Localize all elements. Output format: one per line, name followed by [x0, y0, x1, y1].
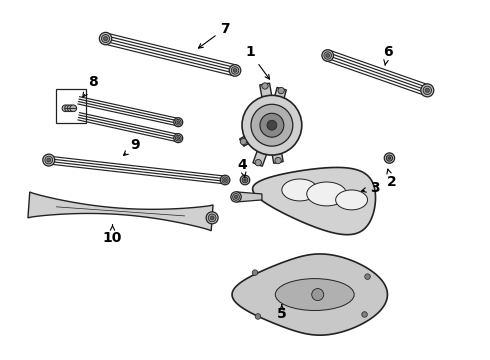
- Circle shape: [240, 139, 246, 145]
- Text: 8: 8: [83, 75, 98, 97]
- Circle shape: [312, 289, 324, 301]
- Text: 4: 4: [237, 158, 247, 177]
- Circle shape: [99, 32, 112, 45]
- Circle shape: [421, 84, 434, 97]
- Circle shape: [223, 179, 226, 181]
- Circle shape: [242, 95, 302, 155]
- Circle shape: [255, 314, 261, 319]
- Circle shape: [206, 212, 218, 224]
- Polygon shape: [267, 87, 286, 126]
- Circle shape: [324, 52, 331, 59]
- Ellipse shape: [307, 182, 346, 206]
- Circle shape: [101, 35, 110, 42]
- Circle shape: [208, 214, 216, 222]
- Ellipse shape: [336, 190, 368, 210]
- Circle shape: [278, 87, 284, 94]
- Polygon shape: [253, 167, 375, 235]
- Text: 5: 5: [277, 305, 287, 321]
- Circle shape: [244, 179, 246, 181]
- Ellipse shape: [275, 279, 354, 310]
- Circle shape: [233, 194, 240, 200]
- Circle shape: [242, 177, 248, 183]
- Polygon shape: [232, 254, 388, 335]
- Circle shape: [231, 192, 241, 202]
- Circle shape: [43, 154, 55, 166]
- Circle shape: [222, 177, 228, 183]
- Circle shape: [45, 156, 52, 164]
- Circle shape: [70, 105, 76, 112]
- Circle shape: [47, 158, 50, 162]
- Polygon shape: [240, 122, 274, 146]
- Polygon shape: [253, 123, 276, 166]
- Circle shape: [103, 37, 107, 41]
- Circle shape: [65, 105, 72, 112]
- Circle shape: [174, 118, 183, 127]
- Circle shape: [326, 54, 330, 57]
- Circle shape: [220, 175, 230, 185]
- Circle shape: [384, 153, 394, 163]
- Circle shape: [362, 312, 368, 317]
- Circle shape: [386, 155, 392, 161]
- Circle shape: [251, 104, 293, 146]
- Text: 10: 10: [103, 225, 122, 245]
- Circle shape: [252, 270, 258, 275]
- Circle shape: [388, 157, 391, 159]
- Circle shape: [365, 274, 370, 279]
- Circle shape: [240, 175, 250, 185]
- Polygon shape: [237, 192, 262, 202]
- Circle shape: [177, 137, 180, 140]
- Text: 2: 2: [387, 169, 396, 189]
- Circle shape: [229, 65, 241, 76]
- Ellipse shape: [282, 179, 318, 201]
- Circle shape: [262, 83, 268, 89]
- Circle shape: [177, 121, 180, 123]
- Text: 6: 6: [383, 45, 392, 65]
- Polygon shape: [28, 192, 213, 231]
- Text: 3: 3: [362, 181, 379, 195]
- Circle shape: [175, 135, 181, 141]
- Circle shape: [260, 113, 284, 137]
- Circle shape: [234, 195, 238, 199]
- Circle shape: [255, 159, 262, 166]
- Text: 7: 7: [198, 22, 230, 48]
- Circle shape: [62, 105, 69, 112]
- Circle shape: [231, 67, 239, 74]
- Circle shape: [425, 88, 429, 93]
- Text: 9: 9: [123, 138, 140, 156]
- Polygon shape: [267, 125, 283, 163]
- Circle shape: [267, 120, 277, 130]
- Circle shape: [175, 119, 181, 125]
- Circle shape: [233, 68, 237, 72]
- Circle shape: [322, 50, 334, 61]
- Circle shape: [275, 157, 281, 164]
- Circle shape: [210, 216, 214, 220]
- Circle shape: [423, 86, 432, 95]
- Circle shape: [174, 134, 183, 143]
- Text: 1: 1: [245, 45, 270, 79]
- Polygon shape: [260, 83, 277, 126]
- Circle shape: [67, 105, 74, 112]
